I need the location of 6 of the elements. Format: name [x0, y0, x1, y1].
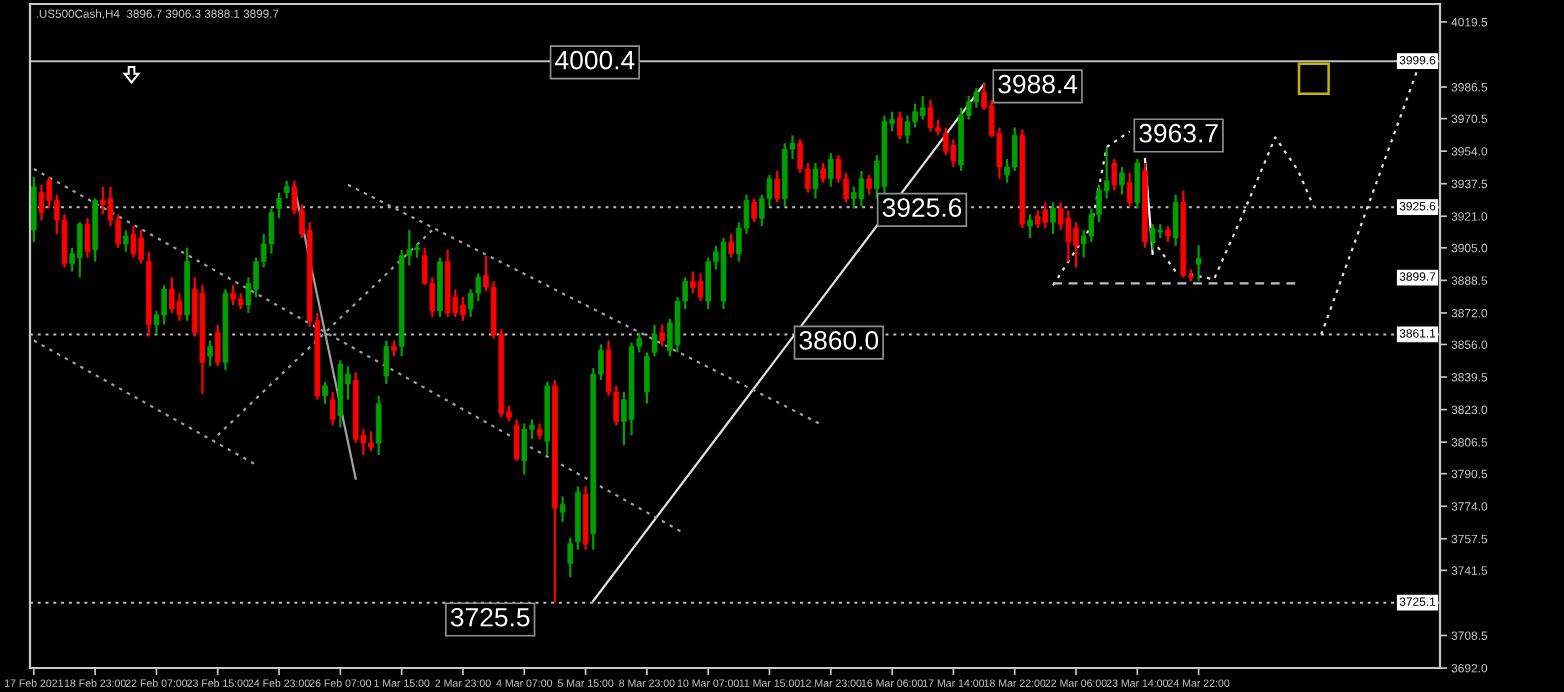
annotation: 3725.5	[450, 607, 530, 627]
annotation: 4000.4	[555, 50, 635, 70]
annotation: 3860.0	[799, 331, 879, 350]
annotation: 3963.7	[1139, 123, 1218, 143]
annotation: 3988.4	[998, 74, 1078, 94]
annotation: 3925.6	[882, 198, 962, 217]
